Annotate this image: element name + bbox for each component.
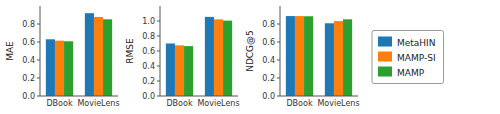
y-tick xyxy=(277,42,280,43)
x-tick-label: MovieLens xyxy=(77,99,119,108)
bar xyxy=(286,16,295,96)
y-tick xyxy=(37,42,40,43)
x-tick-label: DBook xyxy=(286,99,312,108)
bar xyxy=(295,16,304,96)
y-tick xyxy=(37,24,40,25)
y-tick xyxy=(157,96,160,97)
y-tick xyxy=(277,60,280,61)
legend-swatch xyxy=(378,37,392,47)
bar xyxy=(46,39,55,96)
bar xyxy=(166,44,175,97)
panel: 0.0 0.2 0.4 0.6 0.8 DBook MovieLens NDCG@5 xyxy=(245,6,360,108)
bar xyxy=(103,19,112,96)
y-tick-label: 0.2 xyxy=(262,74,275,83)
bars xyxy=(46,13,112,96)
y-tick xyxy=(277,78,280,79)
x-axis xyxy=(280,96,358,97)
y-tick-label: 0.8 xyxy=(142,32,155,41)
bar xyxy=(223,21,232,96)
y-axis xyxy=(40,6,41,96)
bar xyxy=(343,19,352,96)
panel: 0.0 0.2 0.4 0.6 0.8 1.0 DBook MovieLens RMSE xyxy=(125,6,240,108)
y-tick xyxy=(157,36,160,37)
y-tick-label: 0.6 xyxy=(142,47,155,56)
y-tick-label: 0.0 xyxy=(142,92,155,101)
legend-label: MAMP-SI xyxy=(397,53,436,63)
x-tick-label: DBook xyxy=(46,99,72,108)
x-tick-label: DBook xyxy=(166,99,192,108)
y-tick-label: 0.8 xyxy=(262,20,275,29)
bar xyxy=(304,16,313,96)
bars xyxy=(166,17,232,96)
y-tick xyxy=(157,51,160,52)
bars xyxy=(286,16,352,96)
y-tick-label: 0.8 xyxy=(22,20,35,29)
x-axis xyxy=(160,96,238,97)
legend: MetaHIN MAMP-SI MAMP xyxy=(372,31,444,84)
x-tick-label: MovieLens xyxy=(317,99,359,108)
y-tick xyxy=(37,60,40,61)
y-tick xyxy=(157,81,160,82)
legend-label: MetaHIN xyxy=(397,38,436,48)
bar xyxy=(205,17,214,96)
y-tick xyxy=(157,66,160,67)
y-tick xyxy=(277,96,280,97)
bar xyxy=(325,23,334,96)
y-tick xyxy=(37,78,40,79)
y-tick xyxy=(37,96,40,97)
x-axis xyxy=(40,96,118,97)
bar xyxy=(184,46,193,96)
figure: 0.00.20.40.60.8DBookMovieLensMAE0.00.20.… xyxy=(0,0,500,114)
y-tick-label: 1.0 xyxy=(142,17,155,26)
panel: 0.0 0.2 0.4 0.6 0.8 DBook MovieLens MAE xyxy=(5,6,120,108)
y-axis-label: MAE xyxy=(5,41,15,61)
bar xyxy=(55,41,64,96)
legend-label: MAMP xyxy=(397,68,425,78)
y-tick-label: 0.2 xyxy=(22,74,35,83)
y-tick xyxy=(157,21,160,22)
bar xyxy=(214,19,223,96)
y-tick-label: 0.6 xyxy=(22,38,35,47)
bar xyxy=(85,13,94,96)
bar xyxy=(175,45,184,96)
bar xyxy=(334,21,343,96)
legend-box xyxy=(372,31,444,84)
y-axis-label: RMSE xyxy=(125,38,135,64)
y-tick xyxy=(277,24,280,25)
bar xyxy=(94,17,103,96)
y-axis xyxy=(280,6,281,96)
bar xyxy=(64,41,73,96)
y-axis-label: NDCG@5 xyxy=(245,30,255,72)
y-tick-label: 0.0 xyxy=(262,92,275,101)
x-tick-label: MovieLens xyxy=(197,99,239,108)
y-tick-label: 0.6 xyxy=(262,38,275,47)
legend-swatch xyxy=(378,67,392,77)
y-tick-label: 0.4 xyxy=(142,62,155,71)
y-tick-label: 0.4 xyxy=(262,56,275,65)
legend-swatch xyxy=(378,52,392,62)
y-tick-label: 0.4 xyxy=(22,56,35,65)
y-tick-label: 0.2 xyxy=(142,77,155,86)
y-tick-label: 0.0 xyxy=(22,92,35,101)
